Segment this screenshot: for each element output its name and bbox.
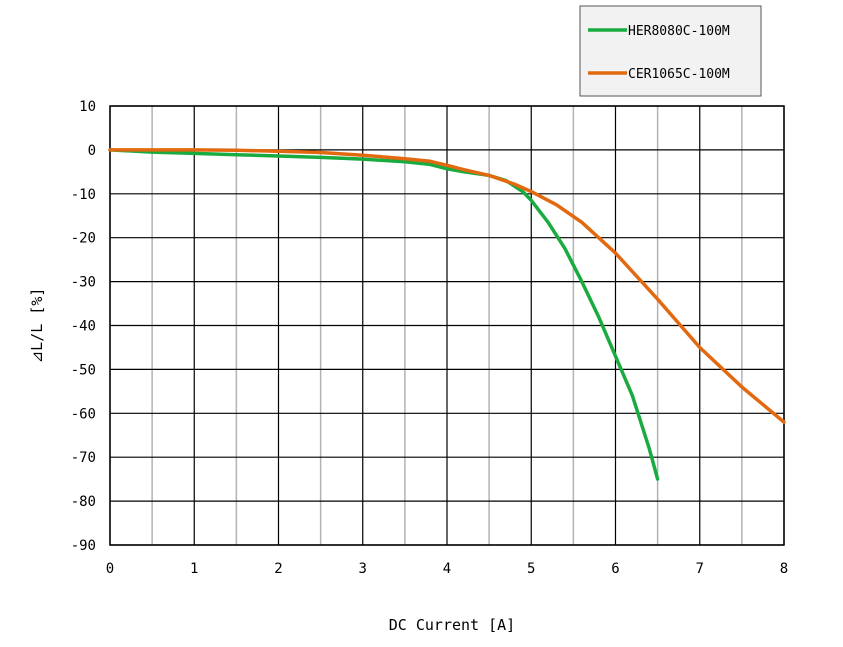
y-axis-label: ⊿L/L [%]	[28, 288, 46, 364]
y-tick-label: -90	[71, 538, 96, 554]
y-tick-label: -10	[71, 187, 96, 203]
plot-frame	[109, 105, 785, 546]
x-tick-label: 3	[359, 561, 367, 577]
y-tick-label: -20	[71, 231, 96, 247]
y-tick-label: -70	[71, 450, 96, 466]
x-tick-label: 6	[611, 561, 619, 577]
y-tick-label: 0	[88, 143, 96, 159]
y-tick-label: -80	[71, 494, 96, 510]
x-tick-label: 5	[527, 561, 535, 577]
x-axis-label: DC Current [A]	[389, 616, 515, 634]
x-tick-label: 8	[780, 561, 788, 577]
y-tick-label: 10	[79, 99, 96, 115]
y-tick-label: -40	[71, 319, 96, 335]
x-tick-labels: 0 1 2 3 4 5 6 7 8	[106, 561, 788, 577]
y-tick-labels: 10 0 -10 -20 -30 -40 -50 -60 -70 -80 -90	[71, 99, 96, 554]
x-tick-label: 0	[106, 561, 114, 577]
series-line-1	[108, 148, 786, 424]
x-tick-label: 4	[443, 561, 451, 577]
x-tick-label: 7	[696, 561, 704, 577]
x-tick-label: 2	[274, 561, 282, 577]
series-layer	[108, 148, 786, 481]
y-tick-label: -30	[71, 275, 96, 291]
x-tick-label: 1	[190, 561, 198, 577]
legend-entry-her8080c: HER8080C-100M	[628, 24, 730, 39]
series-line-0	[108, 148, 660, 481]
legend-box	[579, 5, 762, 97]
y-tick-label: -60	[71, 406, 96, 422]
legend: HER8080C-100M CER1065C-100M	[579, 5, 762, 97]
legend-entry-cer1065c: CER1065C-100M	[628, 67, 730, 82]
y-tick-label: -50	[71, 362, 96, 378]
